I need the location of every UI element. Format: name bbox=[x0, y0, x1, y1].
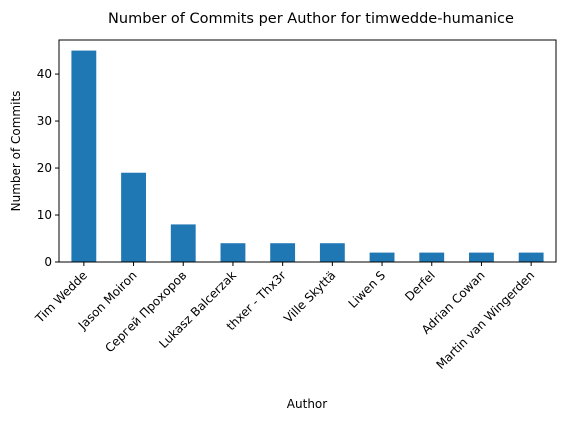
y-axis-label: Number of Commits bbox=[9, 91, 23, 212]
bar bbox=[419, 252, 445, 262]
chart-title: Number of Commits per Author for timwedd… bbox=[108, 11, 514, 27]
bar bbox=[369, 252, 395, 262]
bar bbox=[71, 50, 97, 262]
bar bbox=[469, 252, 494, 262]
x-axis-label: Author bbox=[287, 397, 327, 411]
bar bbox=[518, 252, 544, 262]
bars-group bbox=[71, 50, 544, 262]
x-tick-label: Martin van Wingerden bbox=[433, 268, 537, 372]
bar bbox=[121, 172, 146, 262]
y-tick-label: 30 bbox=[37, 114, 52, 128]
bar bbox=[319, 243, 345, 262]
y-axis: 0 10 20 30 40 bbox=[37, 67, 59, 269]
y-tick-label: 40 bbox=[37, 67, 52, 81]
y-tick-label: 20 bbox=[37, 161, 52, 175]
x-tick-label: Derfel bbox=[402, 268, 438, 304]
y-tick-label: 0 bbox=[44, 255, 52, 269]
plot-frame bbox=[58, 39, 557, 263]
bar bbox=[220, 243, 246, 262]
y-tick-label: 10 bbox=[37, 208, 52, 222]
x-tick-label: Ville Skyttä bbox=[281, 268, 338, 325]
bar bbox=[270, 243, 296, 262]
bar bbox=[170, 224, 196, 262]
x-tick-label: Liwen S bbox=[346, 268, 389, 311]
